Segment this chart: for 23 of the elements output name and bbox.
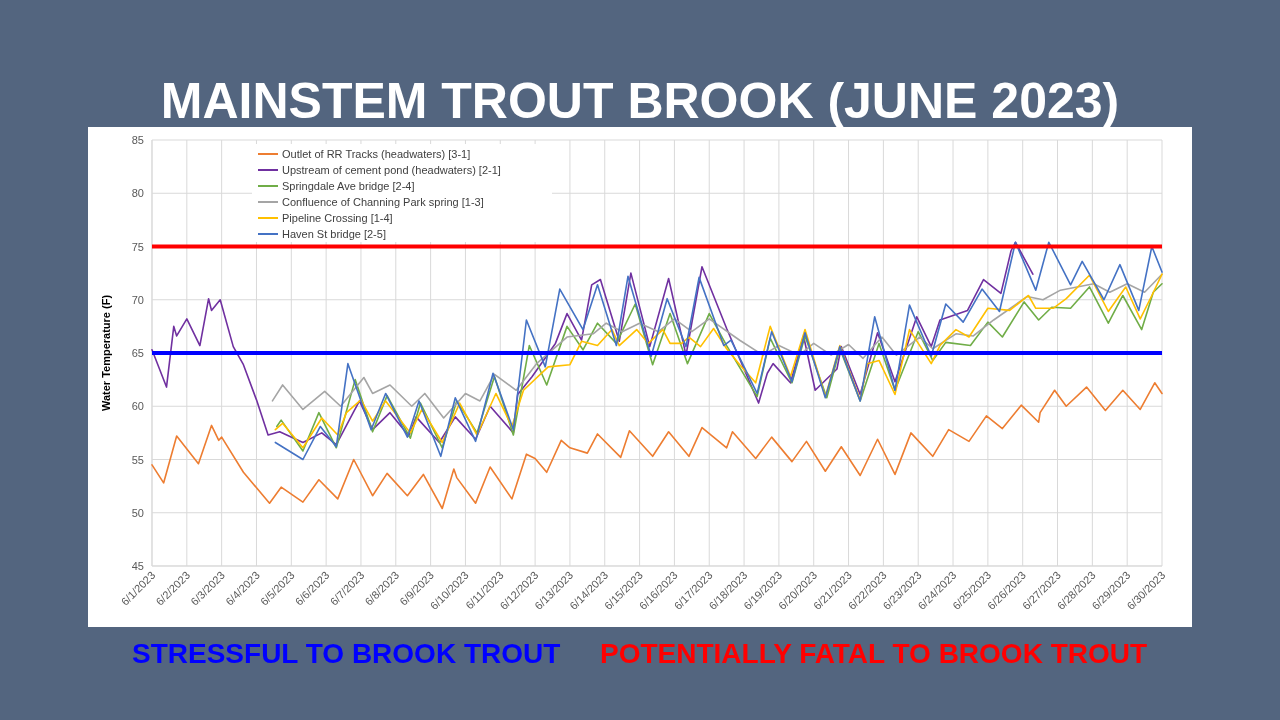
line-series xyxy=(151,382,1163,510)
ref-line-label: STRESSFUL TO BROOK TROUT xyxy=(132,638,561,669)
legend-label: Upstream of cement pond (headwaters) [2-1] xyxy=(282,164,501,176)
y-tick-label: 70 xyxy=(131,293,144,306)
y-tick-label: 85 xyxy=(131,134,144,146)
line-series xyxy=(151,241,1034,446)
y-tick-label: 60 xyxy=(131,400,144,413)
y-tick-label: 50 xyxy=(131,506,144,519)
line-series xyxy=(271,273,1163,419)
legend-label: Confluence of Channing Park spring [1-3] xyxy=(282,196,484,208)
legend-label: Pipeline Crossing [1-4] xyxy=(282,212,393,224)
y-tick-label: 55 xyxy=(131,453,144,466)
legend-label: Outlet of RR Tracks (headwaters) [3-1] xyxy=(282,148,471,160)
y-tick-label: 65 xyxy=(131,347,144,359)
legend-label: Haven St bridge [2-5] xyxy=(282,228,386,240)
chart-title: MAINSTEM TROUT BROOK (JUNE 2023) xyxy=(160,73,1120,129)
y-axis-title: Water Temperature (F) xyxy=(100,294,112,412)
y-tick-label: 45 xyxy=(131,560,144,572)
ref-line-label: POTENTIALLY FATAL TO BROOK TROUT xyxy=(600,638,1148,669)
y-tick-label: 80 xyxy=(131,187,144,200)
line-series xyxy=(274,241,1163,461)
legend-label: Springdale Ave bridge [2-4] xyxy=(282,180,415,192)
y-tick-label: 75 xyxy=(131,240,144,253)
